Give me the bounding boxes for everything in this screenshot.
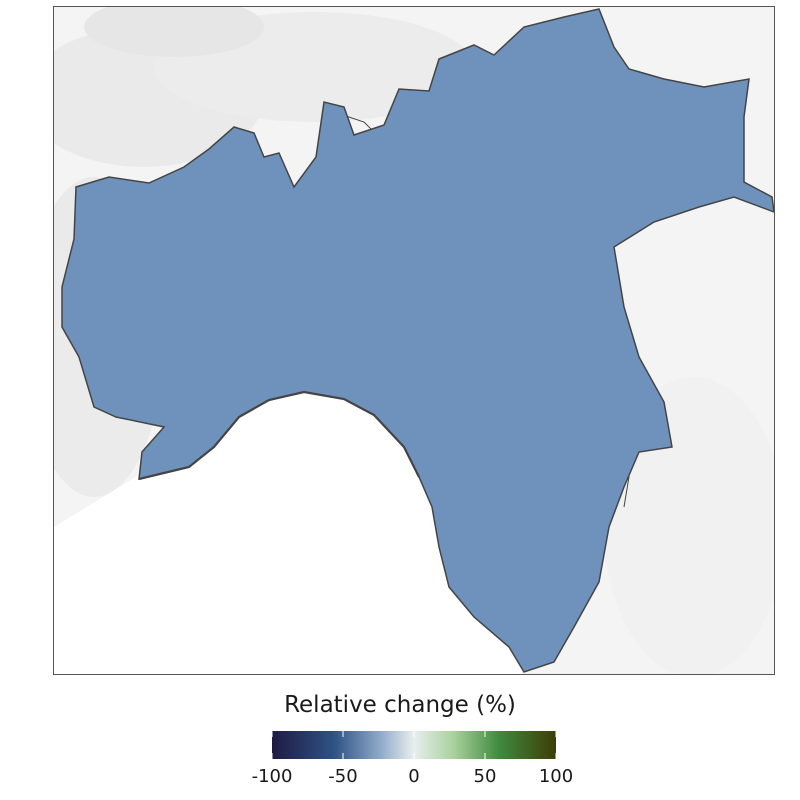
legend-title: Relative change (%)	[284, 692, 516, 718]
colorbar	[272, 731, 556, 759]
colorbar-tick-label: -100	[251, 766, 293, 787]
coastline	[138, 390, 420, 481]
colorbar-tick-label: 0	[408, 766, 420, 787]
colorbar-tick-label: -50	[328, 766, 358, 787]
colorbar-tick-label: 50	[473, 766, 497, 787]
colorbar-ticks	[272, 731, 556, 759]
map-panel	[53, 6, 775, 675]
relative-change-map	[54, 7, 774, 674]
colorbar-tick-label: 100	[538, 766, 574, 787]
